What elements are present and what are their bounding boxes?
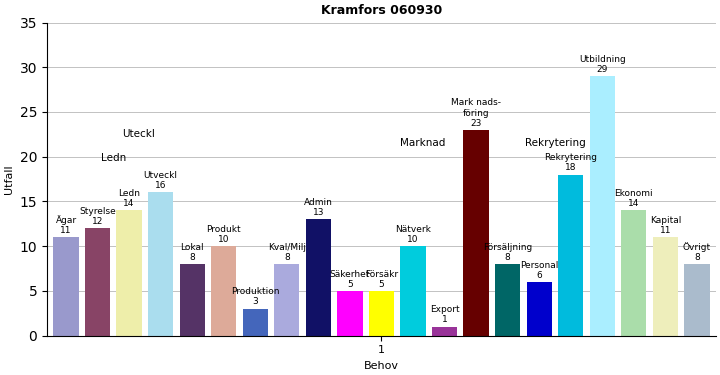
Text: Försäkr
5: Försäkr 5	[365, 270, 398, 289]
Bar	[464, 130, 489, 336]
Text: Ledn
14: Ledn 14	[118, 189, 140, 208]
Text: Produktion
3: Produktion 3	[231, 287, 279, 306]
Text: Övrigt
8: Övrigt 8	[683, 242, 711, 262]
Text: Styrelse
12: Styrelse 12	[79, 207, 116, 226]
Bar	[621, 210, 647, 336]
Text: Admin
13: Admin 13	[304, 198, 333, 217]
Text: Rekrytering: Rekrytering	[525, 138, 585, 148]
Text: Export
1: Export 1	[430, 305, 459, 324]
Bar	[526, 282, 552, 336]
Bar	[590, 76, 615, 336]
X-axis label: Behov: Behov	[364, 361, 399, 371]
Bar	[211, 246, 236, 336]
Text: Rekrytering
18: Rekrytering 18	[544, 153, 597, 173]
Bar	[495, 264, 521, 336]
Text: Utveckl
16: Utveckl 16	[143, 171, 178, 190]
Bar	[337, 291, 363, 336]
Text: Ägar
11: Ägar 11	[55, 215, 76, 235]
Text: Lokal
8: Lokal 8	[181, 243, 204, 262]
Text: Säkerhet
5: Säkerhet 5	[330, 270, 370, 289]
Bar	[243, 309, 268, 336]
Text: Marknad: Marknad	[400, 138, 445, 148]
Bar	[684, 264, 709, 336]
Bar	[400, 246, 426, 336]
Bar	[306, 219, 331, 336]
Bar	[432, 327, 457, 336]
Text: Nätverk
10: Nätverk 10	[395, 225, 431, 244]
Text: Ledn: Ledn	[101, 153, 126, 163]
Y-axis label: Utfall: Utfall	[4, 164, 14, 194]
Bar	[117, 210, 142, 336]
Text: Mark nads-
föring
23: Mark nads- föring 23	[451, 99, 501, 128]
Bar	[274, 264, 300, 336]
Text: Ekonomi
14: Ekonomi 14	[614, 189, 653, 208]
Text: Kapital
11: Kapital 11	[649, 216, 681, 235]
Bar	[179, 264, 204, 336]
Bar	[85, 228, 110, 336]
Title: Kramfors 060930: Kramfors 060930	[321, 4, 442, 17]
Text: Försäljning
8: Försäljning 8	[483, 243, 532, 262]
Text: Uteckl: Uteckl	[122, 129, 155, 139]
Bar	[148, 192, 174, 336]
Bar	[53, 237, 78, 336]
Text: Produkt
10: Produkt 10	[207, 225, 241, 244]
Bar	[558, 174, 583, 336]
Text: Kval/Milj
8: Kval/Milj 8	[268, 243, 306, 262]
Text: Utbildning
29: Utbildning 29	[579, 55, 626, 74]
Bar	[653, 237, 678, 336]
Text: Personal
6: Personal 6	[520, 261, 559, 280]
Bar	[369, 291, 394, 336]
